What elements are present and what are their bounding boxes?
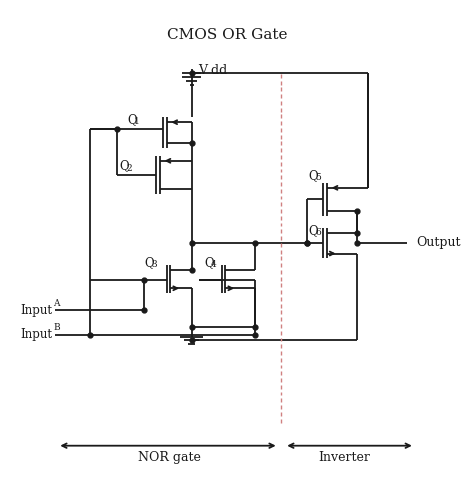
Text: Q: Q	[309, 169, 318, 182]
Text: Q: Q	[127, 113, 136, 126]
Text: V dd: V dd	[198, 64, 227, 77]
Text: B: B	[53, 323, 60, 332]
Text: Input: Input	[21, 328, 53, 341]
Text: Q: Q	[144, 256, 154, 269]
Text: Input: Input	[21, 304, 53, 317]
Text: 2: 2	[126, 164, 132, 172]
Text: 1: 1	[134, 117, 139, 126]
Text: 5: 5	[315, 173, 321, 182]
Text: Q: Q	[204, 256, 214, 269]
Text: A: A	[53, 299, 60, 308]
Text: Q: Q	[309, 224, 318, 237]
Text: NOR gate: NOR gate	[138, 451, 201, 464]
Text: 4: 4	[211, 260, 217, 269]
Text: Inverter: Inverter	[318, 451, 370, 464]
Text: CMOS OR Gate: CMOS OR Gate	[167, 28, 287, 42]
Text: 6: 6	[315, 228, 321, 237]
Text: Q: Q	[119, 159, 129, 172]
Text: Output: Output	[416, 236, 461, 250]
Text: 3: 3	[151, 260, 157, 269]
